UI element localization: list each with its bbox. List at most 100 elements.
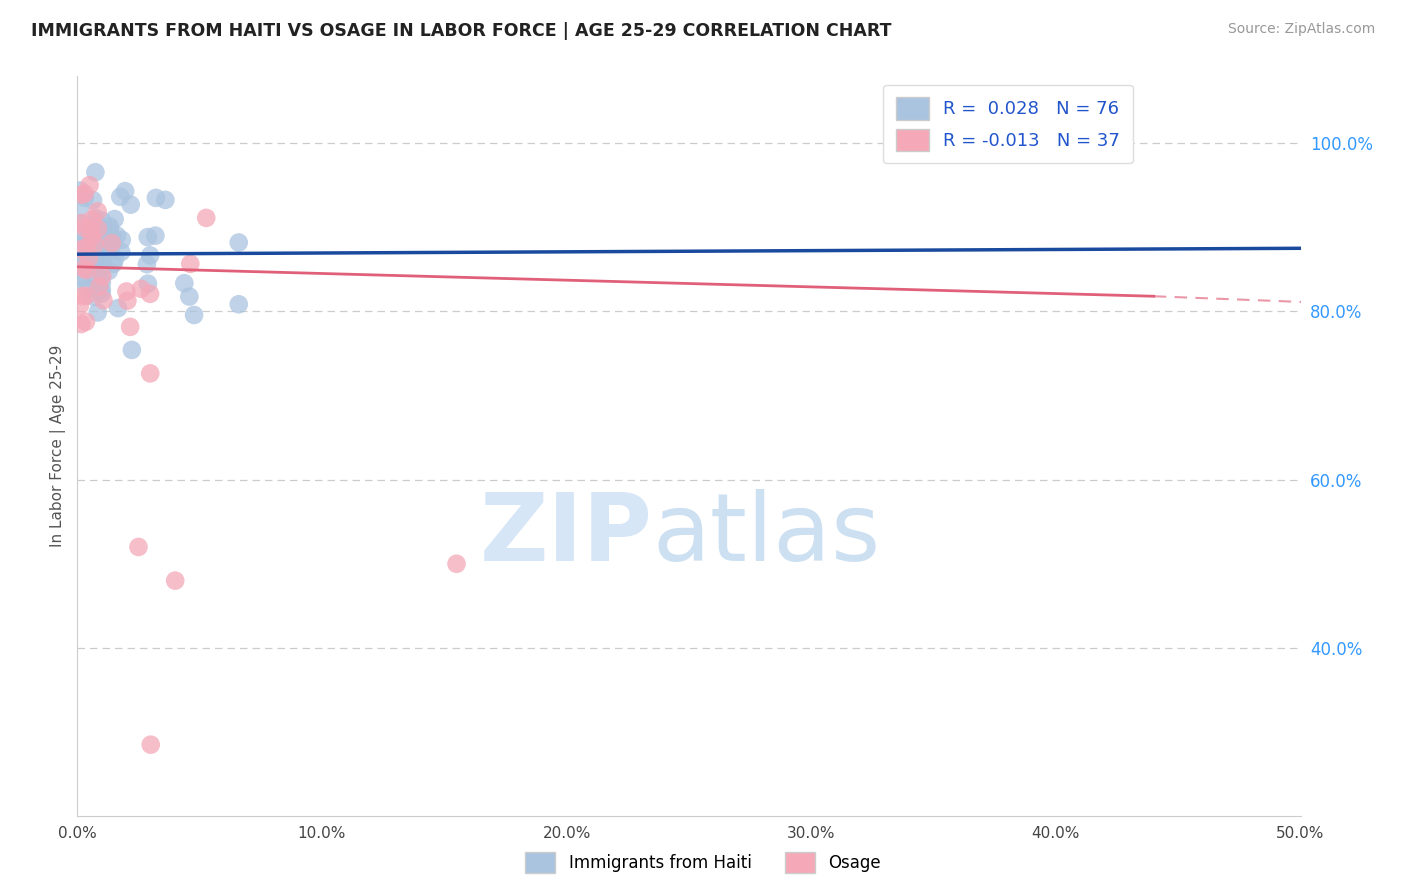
Point xyxy=(87,260,110,275)
Point xyxy=(77,219,100,233)
Point xyxy=(91,223,114,237)
Point xyxy=(98,219,121,234)
Text: Source: ZipAtlas.com: Source: ZipAtlas.com xyxy=(1227,22,1375,37)
Point xyxy=(96,225,118,239)
Point xyxy=(93,237,115,252)
Point xyxy=(228,297,250,311)
Point xyxy=(69,243,91,257)
Point xyxy=(89,224,111,238)
Point xyxy=(73,252,96,266)
Point xyxy=(173,276,195,290)
Point xyxy=(76,263,98,277)
Point xyxy=(90,241,112,255)
Point xyxy=(70,217,93,231)
Point xyxy=(86,305,108,319)
Point xyxy=(76,281,98,295)
Y-axis label: In Labor Force | Age 25-29: In Labor Force | Age 25-29 xyxy=(51,345,66,547)
Point xyxy=(139,248,162,262)
Point xyxy=(84,242,107,256)
Point xyxy=(121,343,143,357)
Point xyxy=(70,317,93,331)
Point xyxy=(93,293,115,308)
Point xyxy=(70,216,93,230)
Point xyxy=(136,277,159,291)
Point xyxy=(77,251,100,265)
Point xyxy=(72,270,94,285)
Point xyxy=(91,269,114,284)
Point xyxy=(120,197,142,211)
Point xyxy=(86,204,108,219)
Point xyxy=(73,191,96,205)
Point xyxy=(98,222,121,236)
Point xyxy=(135,257,157,271)
Point xyxy=(84,281,107,295)
Point xyxy=(72,289,94,303)
Point xyxy=(104,212,127,227)
Point xyxy=(101,235,124,250)
Point xyxy=(179,289,201,303)
Point xyxy=(84,236,107,251)
Point xyxy=(82,194,104,208)
Text: ZIP: ZIP xyxy=(479,489,652,581)
Point xyxy=(101,231,124,245)
Point xyxy=(139,286,162,301)
Point xyxy=(80,252,103,266)
Point xyxy=(195,211,218,225)
Point xyxy=(105,228,128,243)
Point xyxy=(75,315,97,329)
Point xyxy=(84,211,107,226)
Point xyxy=(100,244,122,259)
Point xyxy=(69,271,91,285)
Point xyxy=(145,191,167,205)
Point xyxy=(76,219,98,233)
Point xyxy=(145,228,167,243)
Point xyxy=(228,235,250,250)
Point xyxy=(179,257,201,271)
Point xyxy=(86,261,108,276)
Point xyxy=(87,221,110,235)
Point xyxy=(139,367,162,381)
Point xyxy=(83,290,105,304)
Point xyxy=(117,293,139,308)
Legend: Immigrants from Haiti, Osage: Immigrants from Haiti, Osage xyxy=(519,846,887,880)
Point xyxy=(155,193,177,207)
Point xyxy=(69,235,91,250)
Point xyxy=(90,282,112,296)
Point xyxy=(183,308,205,322)
Point xyxy=(76,253,98,268)
Point xyxy=(83,245,105,260)
Point xyxy=(73,186,96,201)
Point xyxy=(70,187,93,202)
Point xyxy=(104,252,127,266)
Point xyxy=(80,248,103,262)
Point xyxy=(69,299,91,313)
Point xyxy=(80,229,103,244)
Point xyxy=(79,244,101,258)
Point xyxy=(89,279,111,293)
Point xyxy=(136,230,159,244)
Point xyxy=(79,178,101,193)
Point xyxy=(69,238,91,252)
Point xyxy=(110,245,132,260)
Point xyxy=(90,248,112,262)
Point xyxy=(82,252,104,267)
Point xyxy=(80,222,103,236)
Point xyxy=(110,190,132,204)
Point xyxy=(90,261,112,276)
Point xyxy=(90,252,112,266)
Point xyxy=(111,233,134,247)
Point xyxy=(115,285,138,299)
Point xyxy=(129,282,152,296)
Point xyxy=(87,248,110,262)
Point xyxy=(82,212,104,227)
Point xyxy=(90,286,112,301)
Point xyxy=(87,244,110,259)
Point xyxy=(73,227,96,242)
Point xyxy=(90,213,112,227)
Point xyxy=(103,257,125,271)
Point xyxy=(73,221,96,235)
Text: IMMIGRANTS FROM HAITI VS OSAGE IN LABOR FORCE | AGE 25-29 CORRELATION CHART: IMMIGRANTS FROM HAITI VS OSAGE IN LABOR … xyxy=(31,22,891,40)
Point xyxy=(127,540,149,554)
Point xyxy=(80,243,103,257)
Point xyxy=(84,165,107,179)
